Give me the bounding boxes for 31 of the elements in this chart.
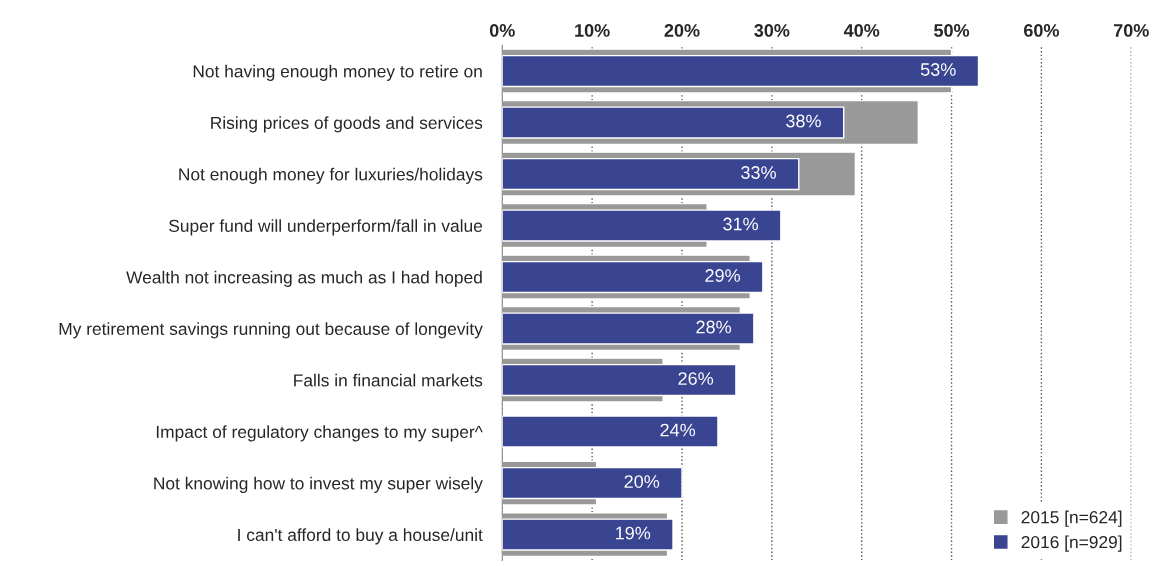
y-tick-label: I can't afford to buy a house/unit (238, 528, 483, 545)
x-tick-label: 10% (575, 24, 610, 37)
x-tick-label: 20% (664, 24, 700, 37)
bar (502, 415, 719, 448)
data-label: 33% (741, 166, 776, 179)
legend-label: 2015 [n=624] (1021, 510, 1122, 527)
y-tick-label: My retirement savings running out because of longevity (59, 322, 483, 339)
y-tick-label: Not enough money for luxuries/holidays (179, 167, 483, 184)
y-tick-label: Falls in financial markets (294, 373, 483, 387)
x-tick-label: 60% (1024, 24, 1059, 37)
data-label: 53% (920, 63, 956, 76)
y-tick-label: Super fund will underperform/fall in value (169, 219, 483, 236)
data-label: 29% (705, 269, 741, 282)
x-tick-label: 30% (754, 24, 790, 37)
x-tick-label: 70% (1113, 24, 1149, 37)
y-tick-label: Wealth not increasing as much as I had hoped (126, 270, 482, 287)
data-label: 28% (696, 320, 732, 334)
legend-label: 2016 [n=929] (1021, 535, 1122, 552)
y-tick-label: Not having enough money to retire on (193, 64, 482, 81)
x-tick-label: 40% (843, 24, 880, 37)
data-label: 26% (678, 372, 714, 385)
x-tick-label: 50% (934, 24, 970, 37)
y-tick-label: Not knowing how to invest my super wisely (154, 476, 483, 493)
x-tick-label: 0% (489, 24, 515, 37)
data-label: 31% (723, 217, 758, 231)
y-tick-label: Impact of regulatory changes to my super^ (156, 425, 483, 442)
data-label: 20% (624, 475, 660, 488)
data-label: 38% (786, 114, 821, 128)
y-tick-label: Rising prices of goods and services (211, 116, 483, 133)
data-label: 24% (660, 423, 696, 437)
data-label: 19% (616, 526, 651, 540)
